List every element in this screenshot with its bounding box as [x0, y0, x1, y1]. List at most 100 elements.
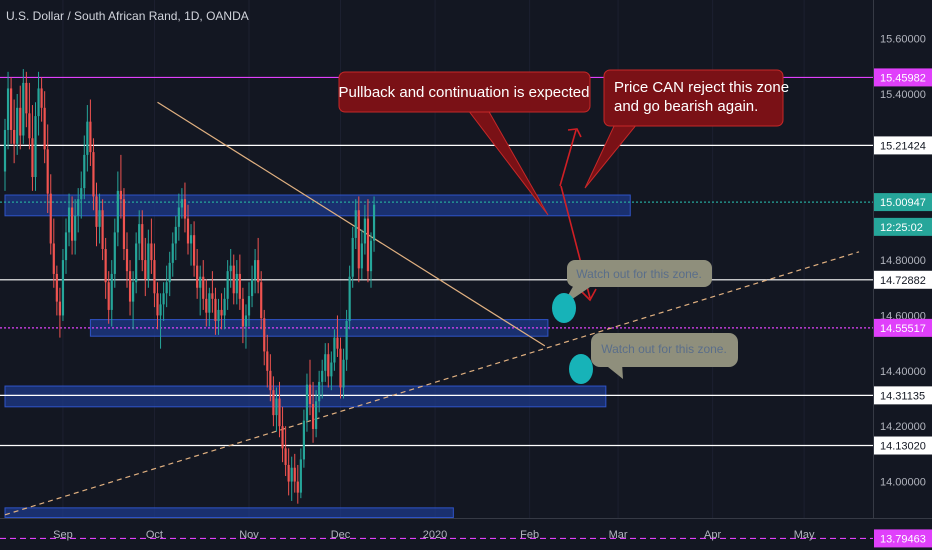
candle: [369, 232, 373, 288]
time-axis[interactable]: Sep Oct Nov Dec 2020 Feb Mar Apr May: [0, 518, 932, 542]
trendline: [4, 251, 860, 516]
candle-body: [141, 224, 144, 261]
candle-body: [25, 82, 28, 114]
candle: [339, 337, 342, 399]
candle: [122, 188, 126, 261]
candle: [196, 249, 199, 299]
callout-text-line2: and go bearish again.: [614, 98, 758, 115]
time-tick-label: Mar: [609, 529, 628, 541]
callout-reject[interactable]: Price CAN reject this zone and go bearis…: [584, 69, 789, 189]
candle-body: [321, 370, 324, 382]
candle-body: [95, 196, 98, 227]
price-label: 14.55517: [874, 318, 932, 337]
candle: [159, 293, 162, 349]
candle: [281, 406, 284, 463]
note-lower-zone[interactable]: Watch out for this zone.: [569, 333, 738, 384]
callout-box: [603, 69, 784, 127]
candle: [183, 182, 187, 233]
price-label: 14.72882: [874, 270, 932, 289]
candle: [354, 199, 357, 250]
time-tick-label: Apr: [704, 529, 721, 541]
candle: [189, 224, 193, 266]
price-label-background: [874, 270, 932, 289]
candle-body: [302, 420, 305, 460]
candle-body: [257, 260, 260, 283]
candle: [302, 409, 305, 468]
candle-body: [46, 149, 49, 194]
candle-body: [119, 190, 122, 200]
bullish-arrowhead: [567, 128, 582, 138]
candle-body: [28, 113, 31, 139]
candle-body: [348, 276, 351, 321]
candle: [101, 199, 104, 261]
candle: [28, 82, 31, 150]
candle-body: [89, 121, 92, 153]
candle-body: [299, 459, 302, 493]
candle: [305, 373, 309, 432]
candle: [199, 265, 202, 316]
price-tick-label: 14.20000: [880, 421, 926, 433]
candle: [217, 298, 220, 335]
candle-body: [159, 304, 162, 316]
candle: [162, 282, 165, 321]
candle: [278, 381, 281, 438]
candle-body: [132, 282, 135, 302]
note-box: [567, 260, 712, 287]
price-label-text: 14.31135: [880, 390, 925, 402]
price-label-text: 13.79463: [880, 533, 926, 545]
candle-body: [247, 296, 251, 316]
candle: [6, 71, 10, 150]
candle-body: [372, 204, 376, 241]
price-tick-label: 14.40000: [880, 366, 926, 378]
candle-body: [308, 384, 312, 405]
candle-body: [199, 276, 202, 288]
candle: [52, 218, 55, 288]
candle: [296, 464, 299, 504]
candle: [269, 354, 272, 402]
candle-body: [183, 199, 187, 219]
candle-body: [153, 260, 156, 294]
candle: [235, 260, 238, 305]
price-label-background: [874, 436, 932, 455]
candle-body: [128, 271, 132, 302]
note-upper-zone[interactable]: Watch out for this zone.: [552, 260, 712, 323]
candle: [260, 271, 263, 330]
candle-body: [333, 337, 336, 363]
candle: [308, 359, 312, 416]
candle-body: [71, 207, 74, 241]
price-tick-label: 15.60000: [880, 34, 926, 46]
candle-body: [49, 193, 52, 244]
candle-body: [318, 381, 321, 402]
candle-body: [250, 279, 254, 297]
candle: [232, 254, 235, 305]
candle: [10, 77, 13, 144]
candle-body: [336, 337, 339, 349]
price-label-text: 15.21424: [880, 140, 926, 152]
support-resistance-zone: [4, 194, 631, 217]
candle: [330, 351, 333, 391]
candle: [333, 329, 336, 371]
candle-body: [107, 282, 110, 310]
candle: [315, 390, 318, 438]
price-axis[interactable]: 15.6000015.4000014.8000014.6000014.40000…: [873, 0, 932, 550]
candle-body: [34, 116, 37, 178]
candle: [98, 193, 101, 244]
candle: [241, 287, 244, 344]
bullish-projection-arrow: [559, 129, 577, 187]
candle: [110, 260, 113, 327]
candle-body: [165, 282, 168, 294]
candle: [64, 218, 68, 274]
candle: [113, 218, 116, 288]
callout-pullback[interactable]: Pullback and continuation is expected: [338, 71, 591, 216]
candle: [119, 154, 122, 219]
candle-body: [223, 298, 226, 316]
candle-body: [19, 107, 22, 136]
price-label: 13.79463: [874, 529, 932, 548]
candle: [193, 221, 196, 277]
candle: [58, 287, 61, 338]
candle: [180, 188, 183, 219]
candle: [357, 196, 360, 283]
candle: [74, 199, 77, 255]
candle-body: [193, 235, 196, 266]
